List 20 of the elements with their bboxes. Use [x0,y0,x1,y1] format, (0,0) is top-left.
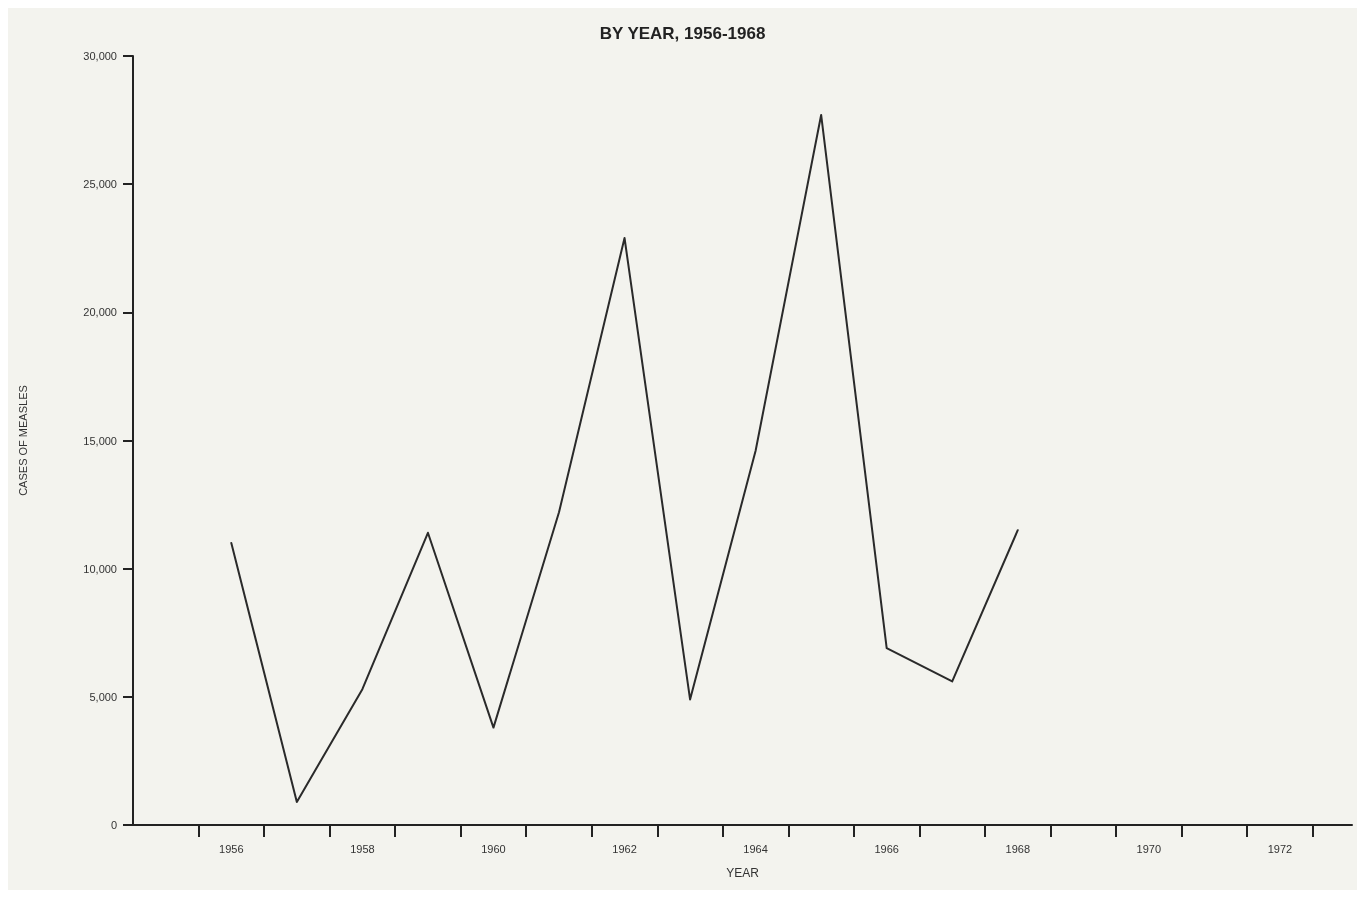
x-tick-label: 1966 [874,842,899,855]
chart-title: BY YEAR, 1956-1968 [599,24,766,43]
y-tick-label: 30,000 [83,50,117,62]
x-tick-label: 1960 [481,842,506,855]
line-series [230,113,1019,803]
x-tick-label: 1970 [1136,842,1162,855]
y-tick-label: 5,000 [89,690,117,703]
y-tick-label: 20,000 [83,306,117,319]
y-tick-label: 15,000 [83,434,117,447]
y-tick-label: 10,000 [83,562,117,575]
x-tick-label: 1962 [612,842,637,855]
x-tick-label: 1968 [1005,842,1030,855]
x-axis-title: YEAR [726,866,760,880]
x-tick-label: 1958 [350,842,375,855]
y-tick-label: 25,000 [83,178,117,191]
x-tick-label: 1964 [743,842,768,855]
y-axis-title: CASES OF MEASLES [16,385,29,496]
x-tick-label: 1956 [219,842,244,855]
y-tick-label: 0 [110,819,117,831]
x-tick-label: 1972 [1267,842,1293,855]
